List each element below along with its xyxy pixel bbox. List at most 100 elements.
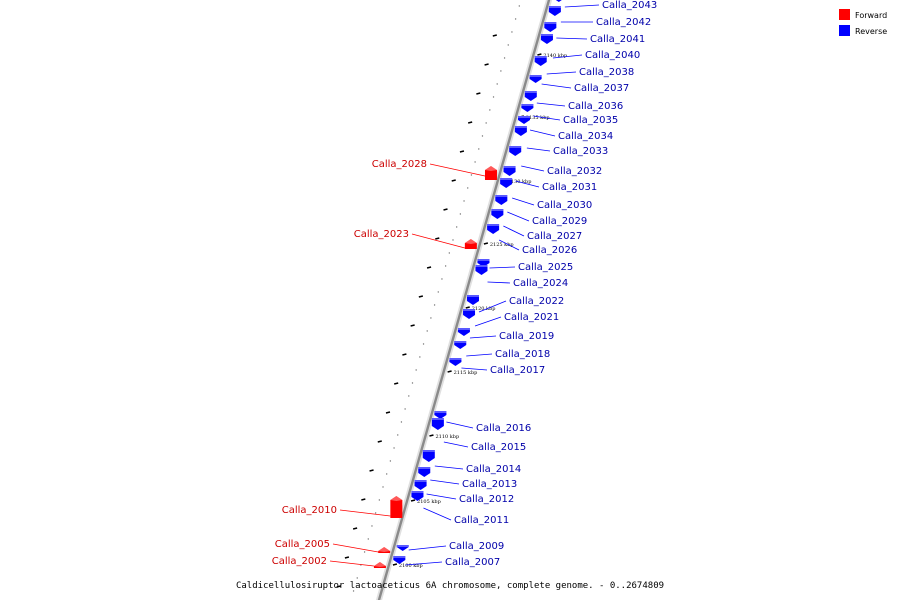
gene-label[interactable]: Calla_2012: [459, 494, 514, 505]
gene-label[interactable]: Calla_2005: [275, 539, 330, 550]
gene-label[interactable]: Calla_2025: [518, 262, 573, 273]
track-dash: [369, 469, 374, 472]
scale-tick-label: 2100 kbp: [399, 563, 423, 569]
gene-label[interactable]: Calla_2043: [602, 0, 657, 11]
gene-feature[interactable]: [475, 265, 488, 275]
gene-leader-line: [411, 233, 465, 249]
track-dash: [410, 324, 415, 327]
gene-label[interactable]: Calla_2018: [495, 349, 550, 360]
gene-leader-line: [541, 83, 572, 89]
gene-feature[interactable]: [378, 547, 391, 553]
scale-tick: [483, 242, 489, 245]
gene-feature[interactable]: [422, 450, 435, 462]
gene-label[interactable]: Calla_2035: [563, 115, 618, 126]
gene-label[interactable]: Calla_2009: [449, 541, 504, 552]
gene-feature[interactable]: [393, 556, 406, 564]
scale-tick: [447, 370, 452, 373]
gene-label[interactable]: Calla_2021: [504, 312, 559, 323]
track-dash: [435, 237, 440, 240]
gene-label[interactable]: Calla_2034: [558, 131, 613, 142]
track-dot: [422, 343, 425, 345]
gene-feature[interactable]: [449, 358, 462, 366]
gene-label[interactable]: Calla_2015: [471, 442, 526, 453]
gene-feature[interactable]: [431, 418, 444, 430]
gene-feature[interactable]: [434, 411, 447, 419]
gene-label[interactable]: Calla_2002: [272, 556, 327, 567]
gene-feature[interactable]: [454, 341, 467, 349]
gene-label[interactable]: Calla_2041: [590, 34, 645, 45]
gene-feature[interactable]: [487, 224, 500, 234]
gene-feature[interactable]: [414, 480, 427, 490]
gene-label[interactable]: Calla_2026: [522, 245, 577, 256]
gene-feature[interactable]: [540, 34, 553, 44]
gene-feature[interactable]: [491, 209, 504, 219]
gene-label[interactable]: Calla_2016: [476, 423, 531, 434]
legend-forward-swatch: [839, 9, 850, 20]
gene-feature[interactable]: [396, 545, 409, 551]
gene-label[interactable]: Calla_2024: [513, 278, 568, 289]
gene-feature[interactable]: [418, 467, 431, 477]
gene-feature[interactable]: [467, 295, 479, 305]
gene-label[interactable]: Calla_2011: [454, 515, 509, 526]
gene-feature[interactable]: [553, 0, 565, 2]
gene-label[interactable]: Calla_2030: [537, 200, 592, 211]
track-dash: [451, 179, 456, 182]
gene-label[interactable]: Calla_2010: [282, 505, 337, 516]
gene-feature[interactable]: [463, 309, 476, 319]
scale-tick-label: 2135 kbp: [526, 115, 550, 121]
gene-label[interactable]: Calla_2032: [547, 166, 602, 177]
gene-label[interactable]: Calla_2007: [445, 557, 500, 568]
gene-label[interactable]: Calla_2023: [354, 229, 409, 240]
track-dash: [394, 382, 399, 385]
gene-leader-line: [498, 239, 520, 251]
gene-leader-line: [529, 129, 556, 137]
gene-feature[interactable]: [390, 496, 403, 518]
gene-label[interactable]: Calla_2017: [490, 365, 545, 376]
gene-leader-line: [521, 165, 545, 172]
gene-feature[interactable]: [529, 75, 542, 83]
gene-label[interactable]: Calla_2028: [372, 159, 427, 170]
gene-label[interactable]: Calla_2029: [532, 216, 587, 227]
gene-label[interactable]: Calla_2036: [568, 101, 623, 112]
gene-feature[interactable]: [495, 195, 508, 205]
gene-label[interactable]: Calla_2037: [574, 83, 629, 94]
gene-label[interactable]: Calla_2031: [542, 182, 597, 193]
gene-feature[interactable]: [544, 22, 557, 32]
track-dot: [419, 356, 421, 358]
gene-feature[interactable]: [521, 104, 534, 112]
gene-leader-line: [461, 367, 488, 371]
gene-feature[interactable]: [373, 562, 386, 568]
gene-feature[interactable]: [514, 126, 527, 136]
gene-label[interactable]: Calla_2040: [585, 50, 640, 61]
track-dash: [336, 585, 341, 588]
gene-label[interactable]: Calla_2014: [466, 464, 521, 475]
legend-forward-label: Forward: [855, 11, 887, 20]
gene-feature[interactable]: [484, 166, 497, 180]
track-dash: [402, 353, 407, 356]
gene-feature[interactable]: [503, 166, 516, 176]
gene-label[interactable]: Calla_2042: [596, 17, 651, 28]
track-dot: [478, 148, 480, 150]
gene-feature[interactable]: [518, 116, 530, 124]
track-dot: [386, 473, 388, 475]
track-dot: [371, 525, 373, 527]
gene-label[interactable]: Calla_2033: [553, 146, 608, 157]
track-dash: [385, 411, 391, 414]
gene-leader-line: [526, 147, 551, 152]
track-dot: [378, 499, 381, 501]
gene-feature[interactable]: [457, 328, 470, 336]
gene-feature[interactable]: [509, 146, 522, 156]
gene-feature[interactable]: [464, 239, 477, 249]
gene-feature[interactable]: [534, 56, 547, 66]
gene-feature[interactable]: [548, 6, 561, 16]
gene-label[interactable]: Calla_2013: [462, 479, 517, 490]
gene-feature[interactable]: [500, 178, 513, 188]
scale-tick: [429, 434, 434, 437]
gene-label[interactable]: Calla_2022: [509, 296, 564, 307]
gene-label[interactable]: Calla_2027: [527, 231, 582, 242]
gene-label[interactable]: Calla_2038: [579, 67, 634, 78]
gene-feature[interactable]: [411, 491, 424, 501]
gene-label[interactable]: Calla_2019: [499, 331, 554, 342]
track-dot: [485, 122, 487, 124]
gene-feature[interactable]: [524, 91, 537, 101]
